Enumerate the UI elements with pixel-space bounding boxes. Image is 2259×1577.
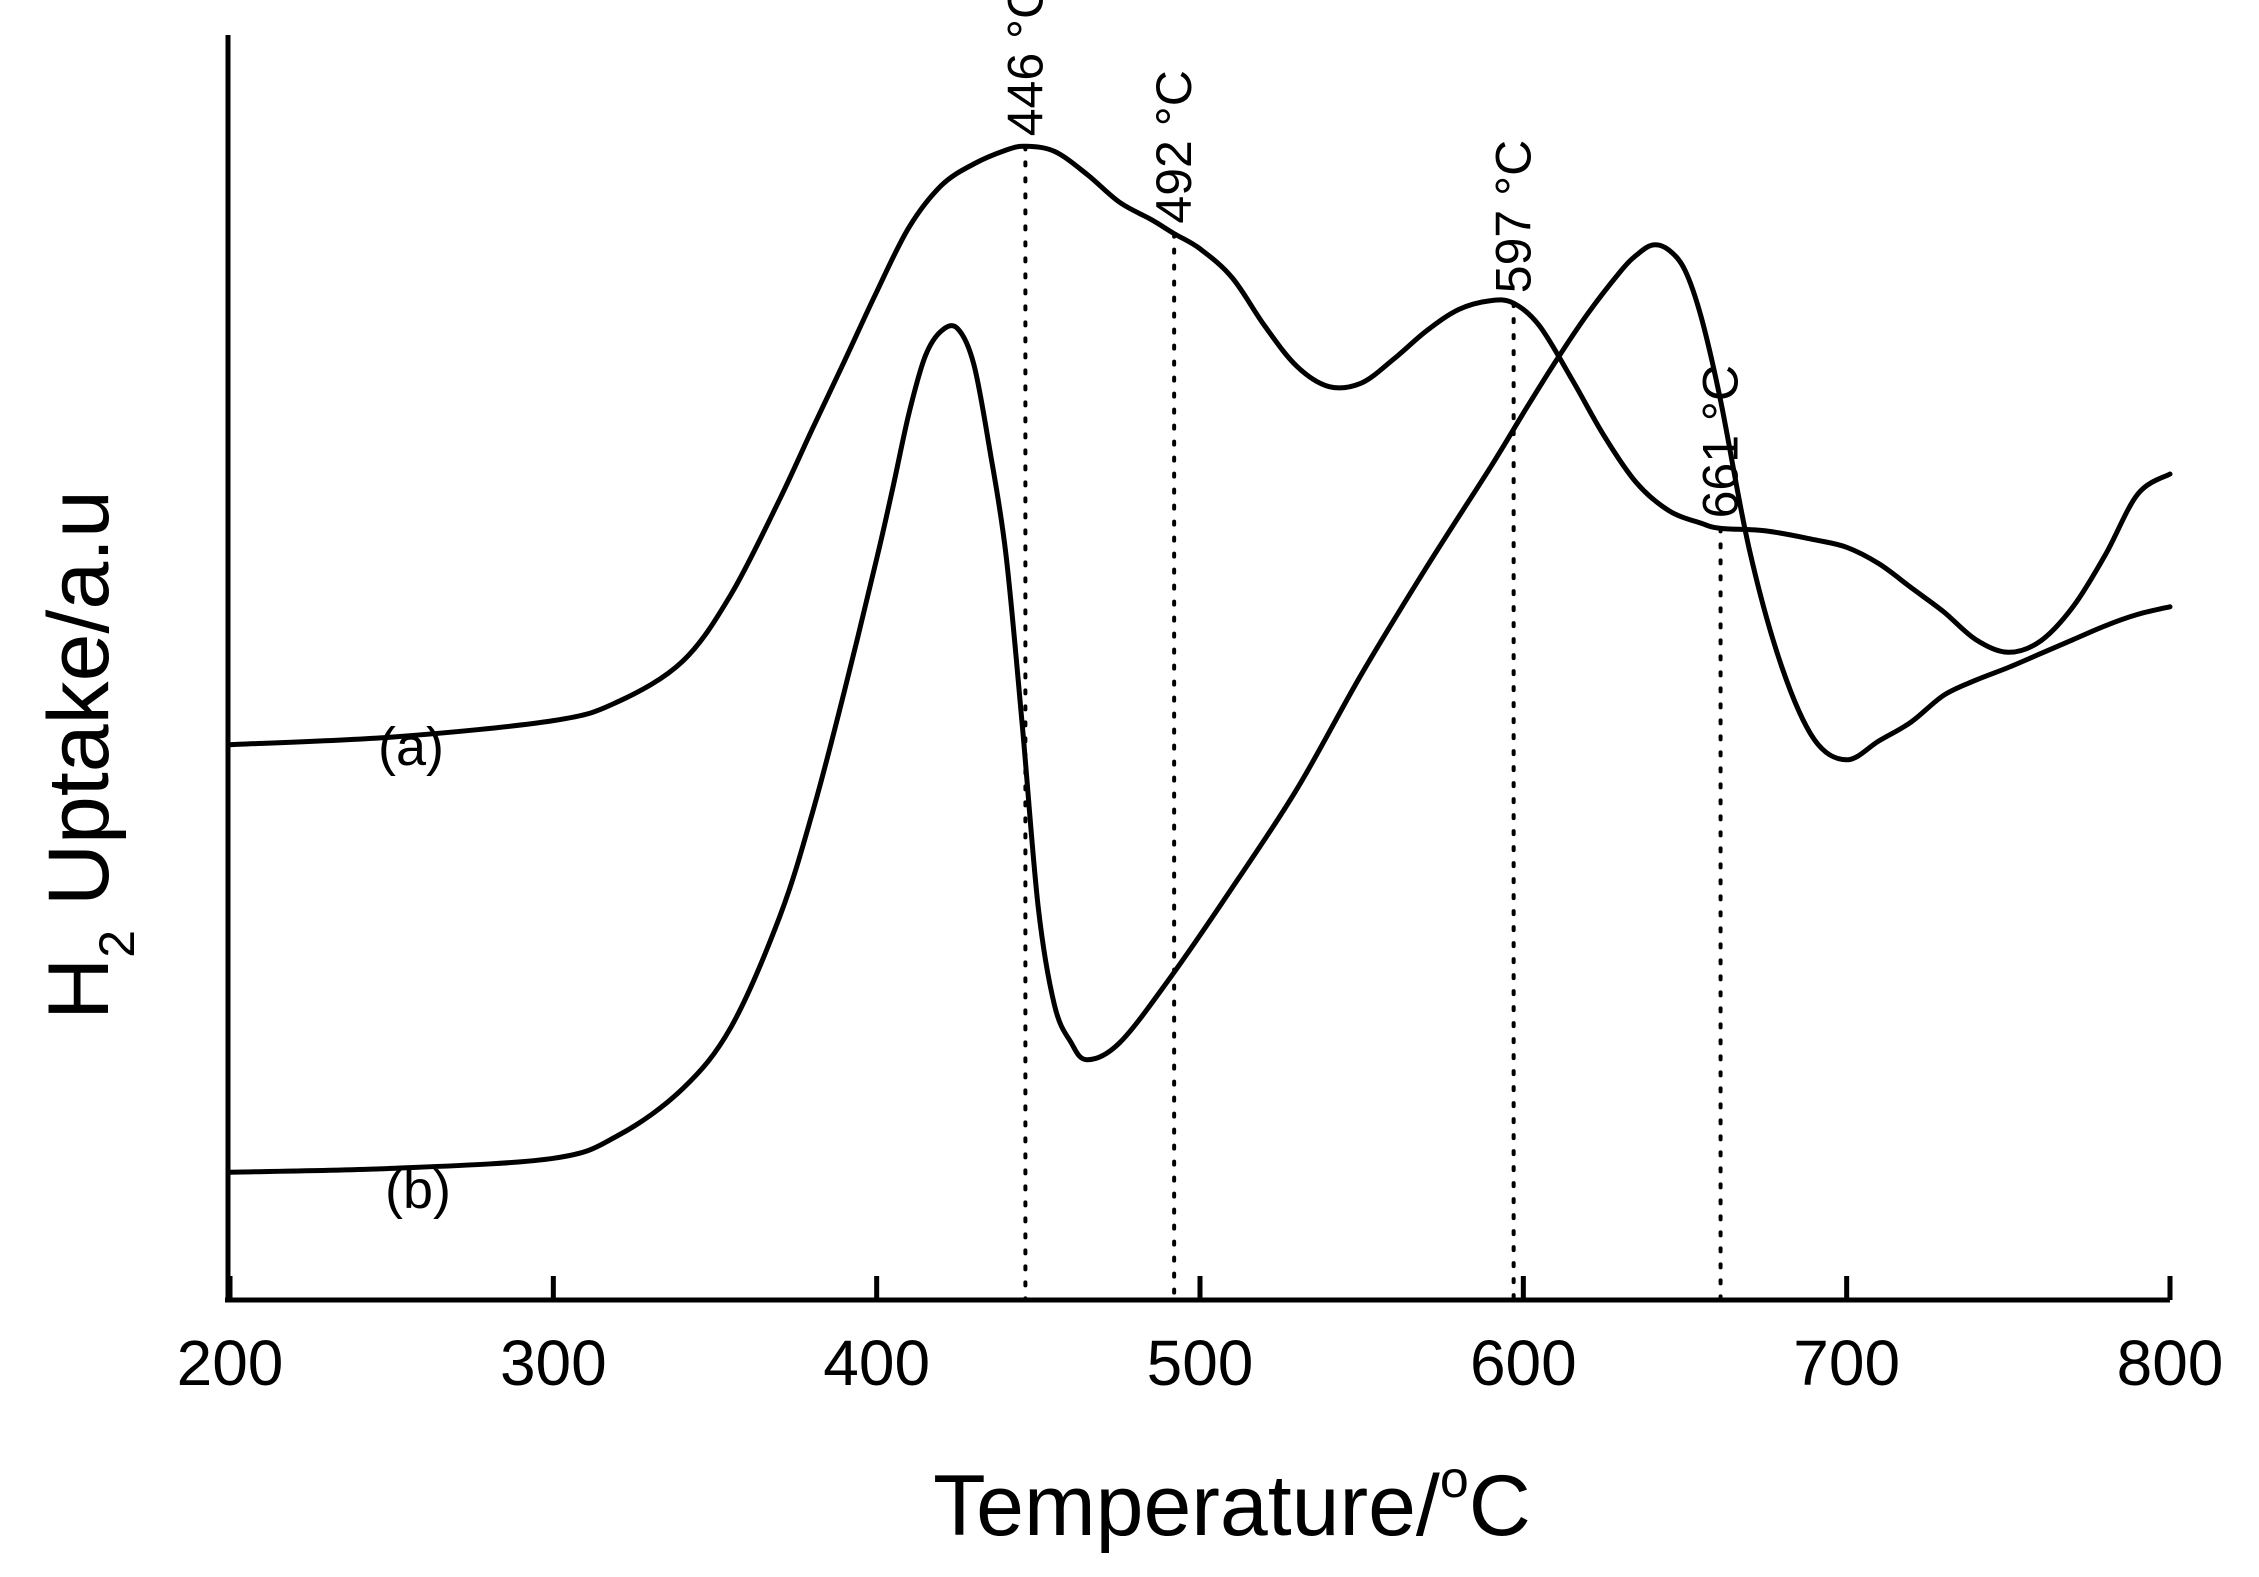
x-tick-labels: 200 300 400 500 600 700 800: [177, 1327, 2224, 1399]
series-label-a: (a): [378, 717, 444, 777]
series-curve-a: [227, 143, 2173, 748]
axes: [225, 35, 2170, 1303]
curves: [227, 143, 2173, 1175]
series-curve-b: [227, 242, 2173, 1175]
peak-annotations: 446 °C 492 °C 597 °C 661 °C: [997, 0, 1748, 518]
x-tick-label-500: 500: [1147, 1327, 1254, 1399]
y-axis-title: H2 Uptake/a.u: [31, 490, 145, 1020]
x-tick-label-400: 400: [823, 1327, 930, 1399]
x-ticks: [227, 1276, 2173, 1300]
peak-annotation-597: 597 °C: [1486, 140, 1542, 293]
peak-markers: [1023, 144, 1723, 1302]
peak-annotation-661: 661 °C: [1693, 365, 1749, 518]
x-tick-label-700: 700: [1793, 1327, 1900, 1399]
x-tick-label-800: 800: [2117, 1327, 2224, 1399]
peak-annotation-492: 492 °C: [1146, 70, 1202, 223]
x-tick-label-300: 300: [500, 1327, 607, 1399]
peak-annotation-446: 446 °C: [997, 0, 1053, 136]
x-axis-title: Temperature/oC: [933, 1451, 1531, 1554]
x-tick-label-600: 600: [1470, 1327, 1577, 1399]
x-tick-label-200: 200: [177, 1327, 284, 1399]
series-label-b: (b): [385, 1160, 451, 1220]
